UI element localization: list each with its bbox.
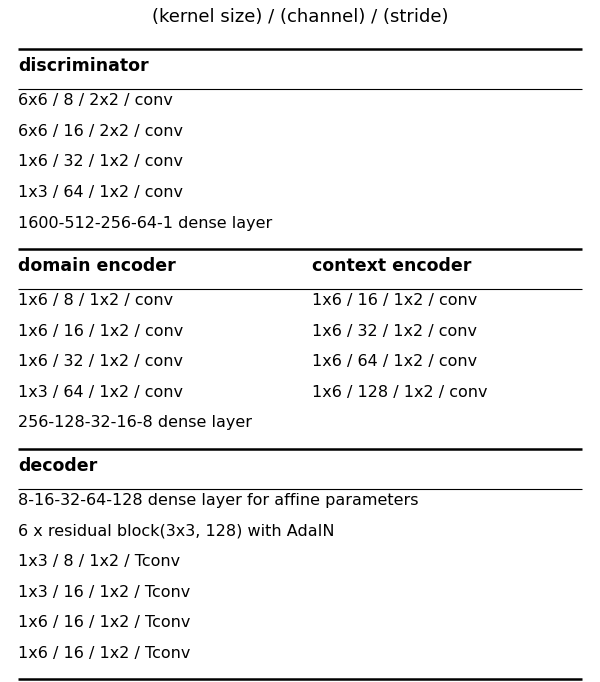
Text: 1600-512-256-64-1 dense layer: 1600-512-256-64-1 dense layer bbox=[18, 216, 272, 231]
Text: 6 x residual block(3x3, 128) with AdaIN: 6 x residual block(3x3, 128) with AdaIN bbox=[18, 524, 335, 539]
Text: discriminator: discriminator bbox=[18, 57, 149, 75]
Text: 256-128-32-16-8 dense layer: 256-128-32-16-8 dense layer bbox=[18, 415, 252, 430]
Text: (kernel size) / (channel) / (stride): (kernel size) / (channel) / (stride) bbox=[152, 8, 448, 26]
Text: 6x6 / 16 / 2x2 / conv: 6x6 / 16 / 2x2 / conv bbox=[18, 124, 183, 139]
Text: 1x6 / 128 / 1x2 / conv: 1x6 / 128 / 1x2 / conv bbox=[312, 385, 487, 400]
Text: 1x6 / 32 / 1x2 / conv: 1x6 / 32 / 1x2 / conv bbox=[18, 355, 183, 370]
Text: 1x3 / 16 / 1x2 / Tconv: 1x3 / 16 / 1x2 / Tconv bbox=[18, 584, 190, 599]
Text: 1x6 / 16 / 1x2 / Tconv: 1x6 / 16 / 1x2 / Tconv bbox=[18, 646, 190, 661]
Text: decoder: decoder bbox=[18, 457, 97, 475]
Text: 1x6 / 32 / 1x2 / conv: 1x6 / 32 / 1x2 / conv bbox=[18, 154, 183, 169]
Text: 1x6 / 32 / 1x2 / conv: 1x6 / 32 / 1x2 / conv bbox=[312, 324, 477, 339]
Text: 1x6 / 16 / 1x2 / conv: 1x6 / 16 / 1x2 / conv bbox=[312, 293, 477, 308]
Text: 1x6 / 16 / 1x2 / Tconv: 1x6 / 16 / 1x2 / Tconv bbox=[18, 615, 190, 630]
Text: 6x6 / 8 / 2x2 / conv: 6x6 / 8 / 2x2 / conv bbox=[18, 93, 173, 108]
Text: 1x6 / 8 / 1x2 / conv: 1x6 / 8 / 1x2 / conv bbox=[18, 293, 173, 308]
Text: 1x3 / 8 / 1x2 / Tconv: 1x3 / 8 / 1x2 / Tconv bbox=[18, 554, 180, 569]
Text: 1x3 / 64 / 1x2 / conv: 1x3 / 64 / 1x2 / conv bbox=[18, 185, 183, 200]
Text: domain encoder: domain encoder bbox=[18, 257, 176, 275]
Text: 1x6 / 16 / 1x2 / conv: 1x6 / 16 / 1x2 / conv bbox=[18, 324, 183, 339]
Text: 8-16-32-64-128 dense layer for affine parameters: 8-16-32-64-128 dense layer for affine pa… bbox=[18, 493, 419, 508]
Text: 1x6 / 64 / 1x2 / conv: 1x6 / 64 / 1x2 / conv bbox=[312, 355, 477, 370]
Text: context encoder: context encoder bbox=[312, 257, 472, 275]
Text: 1x3 / 64 / 1x2 / conv: 1x3 / 64 / 1x2 / conv bbox=[18, 385, 183, 400]
